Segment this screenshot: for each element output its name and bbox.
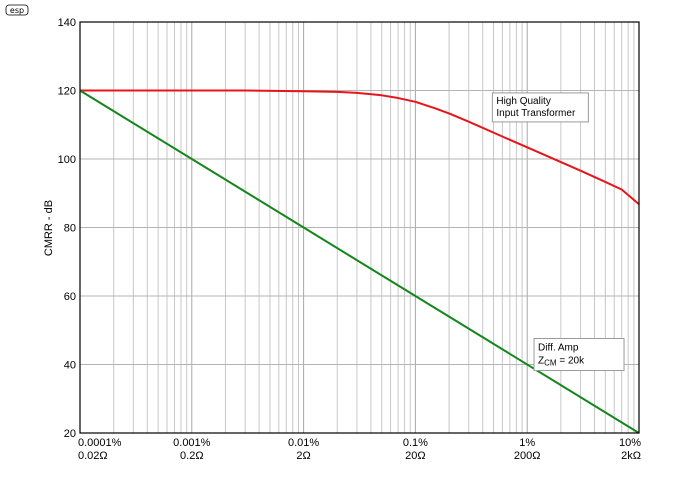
x-tick-label-secondary: 200Ω [514,450,541,462]
annotation-text-transformer: Input Transformer [496,108,576,119]
x-tick-label: 0.001% [173,437,211,449]
x-tick-labels: 0.0001%0.02Ω 0.001%0.2Ω 0.01%2Ω 0.1%20Ω 1%20… [78,437,641,462]
y-tick-labels: 20 40 60 80 100 120 140 [58,17,76,440]
y-tick-label: 100 [58,154,76,166]
x-tick-label: 0.1% [403,437,428,449]
plot-frame [79,21,640,434]
y-tick-label: 80 [64,223,76,235]
x-tick-label-secondary: 0.02Ω [78,450,108,462]
x-tick-label-secondary: 20Ω [405,450,425,462]
series-line-2 [79,89,640,434]
y-axis-label: CMRR - dB [43,200,55,256]
y-tick-label: 140 [58,17,76,29]
series-group [79,89,640,434]
logo-badge: esp [5,4,29,16]
logo-text: esp [10,6,24,15]
x-tick-label: 1% [519,437,535,449]
annotation-text-transformer: High Quality [496,96,550,107]
y-tick-label: 20 [64,428,76,440]
x-tick-label: 0.01% [288,437,319,449]
series-line-1 [80,89,640,205]
x-tick-label-secondary: 2Ω [296,450,310,462]
y-tick-label: 60 [64,291,76,303]
annotation-box-transformer [491,92,589,123]
x-tick-label-secondary: 2kΩ [621,450,641,462]
x-tick-label: 10% [619,437,641,449]
annotation-text-zcm: ZCM = 20k [538,356,585,368]
x-tick-label: 0.0001% [78,437,122,449]
annotation-text-diffamp: Diff. Amp [538,343,579,354]
annotation-box-diffamp [533,338,625,372]
x-tick-label-secondary: 0.2Ω [180,450,204,462]
y-tick-label: 120 [58,86,76,98]
y-tick-label: 40 [64,360,76,372]
